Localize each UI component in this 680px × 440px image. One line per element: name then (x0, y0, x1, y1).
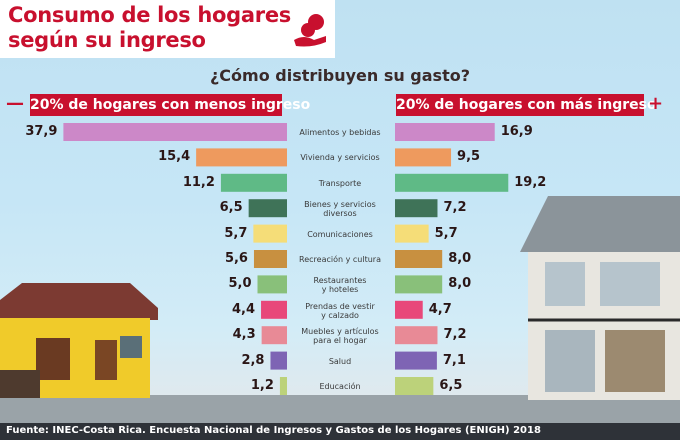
bar-high-income-0 (395, 123, 495, 141)
value-label-high-income: 5,7 (434, 225, 458, 241)
category-label: Comunicaciones (285, 230, 395, 239)
value-label-high-income: 8,0 (448, 276, 472, 292)
value-label-high-income: 4,7 (428, 301, 452, 317)
plus-symbol: + (648, 93, 664, 114)
value-label-low-income: 11,2 (182, 174, 215, 190)
category-label: Salud (285, 357, 395, 366)
value-label-low-income: 5,0 (228, 276, 252, 292)
value-label-low-income: 1,2 (250, 378, 274, 393)
source-note: Fuente: INEC-Costa Rica. Encuesta Nacion… (6, 425, 541, 436)
value-label-low-income: 4,4 (232, 301, 256, 317)
footer-bar: Fuente: INEC-Costa Rica. Encuesta Nacion… (0, 423, 680, 440)
category-label: Alimentos y bebidas (285, 128, 395, 137)
value-label-high-income: 6,5 (439, 378, 463, 393)
chart-question: ¿Cómo distribuyen su gasto? (210, 66, 470, 85)
category-label-line: Educación (319, 382, 361, 391)
bar-low-income-3 (248, 199, 287, 218)
value-label-low-income: 2,8 (241, 352, 265, 368)
bar-high-income-7 (395, 300, 423, 319)
category-label-line: Comunicaciones (307, 229, 373, 239)
value-label-high-income: 19,2 (514, 174, 547, 190)
category-label-line: Muebles y artículos (301, 327, 379, 337)
bar-low-income-7 (261, 300, 287, 319)
bar-low-income-10 (279, 377, 287, 395)
value-label-high-income: 7,2 (443, 327, 467, 343)
category-label-line: Vivienda y servicios (300, 153, 380, 163)
bar-low-income-6 (257, 275, 287, 294)
value-label-low-income: 15,4 (158, 149, 191, 165)
category-label: Educación (285, 382, 395, 391)
title-line-2: según su ingreso (8, 28, 206, 52)
value-label-high-income: 8,0 (448, 251, 472, 266)
category-label: Transporte (285, 179, 395, 188)
category-label: Prendas de vestir y calzado (285, 302, 395, 320)
category-label-line: diversos (323, 209, 357, 219)
title-box: Consumo de los hogares según su ingreso (0, 0, 335, 58)
value-label-low-income: 6,5 (219, 200, 243, 216)
value-label-low-income: 4,3 (232, 327, 256, 343)
left-group-title: 20% de hogares con menos ingreso (30, 94, 311, 116)
bar-low-income-1 (196, 148, 287, 167)
value-label-low-income: 5,7 (224, 225, 248, 241)
category-label-line: Salud (328, 356, 352, 366)
bar-high-income-9 (395, 351, 437, 370)
bar-low-income-9 (270, 351, 287, 370)
category-label-line: Restaurantes (313, 276, 367, 286)
small-house-illustration (0, 283, 158, 398)
category-label: Bienes y servicios diversos (285, 200, 395, 218)
bar-high-income-8 (395, 326, 438, 345)
category-label-line: Recreación y cultura (299, 255, 381, 264)
bar-high-income-3 (395, 199, 438, 218)
bar-high-income-6 (395, 275, 443, 294)
bar-low-income-2 (220, 173, 287, 192)
bar-low-income-0 (63, 123, 287, 141)
right-group-title: 20% de hogares con más ingreso (396, 94, 657, 116)
category-label: Recreación y cultura (285, 255, 395, 264)
category-label: Vivienda y servicios (285, 153, 395, 162)
bar-low-income-4 (253, 224, 287, 243)
value-label-high-income: 16,9 (500, 124, 533, 139)
bar-low-income-8 (261, 326, 287, 345)
value-label-low-income: 37,9 (25, 124, 58, 139)
bar-high-income-1 (395, 148, 452, 167)
title-line-1: Consumo de los hogares (8, 3, 291, 27)
minus-symbol: — (6, 93, 24, 114)
value-label-high-income: 9,5 (457, 149, 481, 165)
category-label-line: y hoteles (321, 285, 359, 295)
bar-high-income-5 (395, 250, 443, 268)
left-group-title-text: 20% de hogares con menos ingreso (30, 97, 311, 113)
bar-low-income-5 (253, 250, 287, 268)
money-hand-icon (294, 14, 326, 47)
category-label-line: y calzado (321, 310, 359, 320)
bar-high-income-4 (395, 224, 429, 243)
bar-high-income-10 (395, 377, 434, 395)
category-label: Restaurantes y hoteles (285, 276, 395, 294)
right-group-title-text: 20% de hogares con más ingreso (396, 97, 657, 113)
value-label-high-income: 7,1 (442, 352, 466, 368)
category-label-line: Prendas de vestir (305, 301, 375, 311)
category-label-line: para el hogar (313, 336, 367, 346)
value-label-low-income: 5,6 (224, 251, 248, 266)
value-label-high-income: 7,2 (443, 200, 467, 216)
bar-high-income-2 (395, 173, 509, 192)
category-label-line: Transporte (318, 178, 362, 188)
category-label-line: Bienes y servicios (304, 200, 376, 210)
category-label-line: Alimentos y bebidas (299, 128, 381, 137)
modern-house-illustration (520, 196, 680, 400)
category-label: Muebles y artículos para el hogar (285, 327, 395, 345)
